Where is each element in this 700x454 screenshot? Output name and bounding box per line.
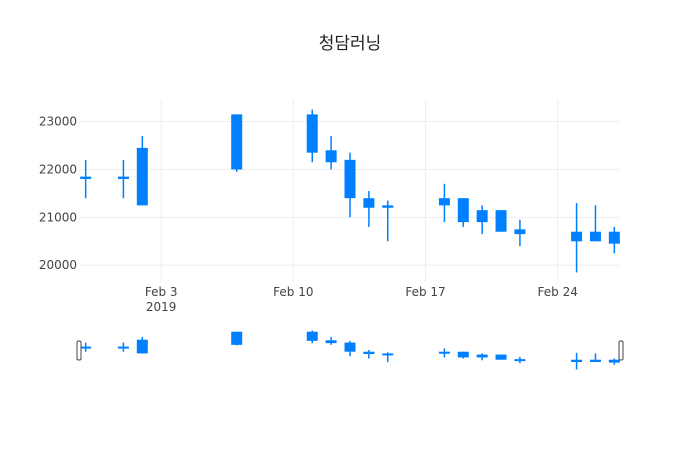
x-tick-sublabel: 2019	[146, 300, 177, 314]
slider-candle-body	[80, 346, 92, 349]
slider-candle-body	[344, 342, 356, 352]
slider-candle-body	[136, 339, 148, 354]
slider-candle-body	[382, 353, 394, 356]
candle-body	[306, 114, 318, 153]
candle-body	[495, 210, 507, 232]
slider-candle-body	[117, 346, 129, 349]
y-tick-label: 21000	[39, 210, 77, 224]
candle-body	[117, 176, 129, 180]
slider-candle-body	[231, 331, 243, 345]
candle-body	[325, 150, 337, 163]
slider-candle-body	[438, 351, 450, 354]
candle-body	[363, 198, 375, 208]
chart-title: 청담러닝	[319, 34, 382, 54]
slider-candle-body	[571, 359, 583, 362]
candle-body	[344, 159, 356, 199]
candle-body	[80, 176, 92, 180]
range-slider[interactable]	[76, 330, 624, 370]
slider-candle-body	[589, 359, 601, 362]
y-tick-label: 20000	[39, 258, 77, 272]
x-tick-label: Feb 3	[145, 285, 178, 299]
y-tick-label: 23000	[39, 115, 77, 129]
y-tick-label: 22000	[39, 162, 77, 176]
candle-body	[514, 229, 526, 235]
slider-candle-body	[608, 359, 620, 363]
candle-body	[438, 198, 450, 206]
x-tick-label: Feb 10	[273, 285, 313, 299]
candle-body	[457, 198, 469, 223]
range-slider-right-handle[interactable]	[618, 340, 624, 361]
candle-body	[608, 231, 620, 244]
candle-body	[136, 147, 148, 206]
x-tick-label: Feb 17	[405, 285, 445, 299]
slider-candle-body	[514, 359, 526, 362]
candle-body	[589, 231, 601, 242]
slider-candle-body	[325, 340, 337, 344]
candle-body	[231, 114, 243, 170]
range-slider-left-handle[interactable]	[76, 340, 82, 361]
x-tick-label: Feb 24	[538, 285, 578, 299]
candle-body	[476, 210, 488, 223]
y-axis-ticks: 20000 21000 22000 23000	[39, 115, 77, 273]
slider-candle-body	[495, 354, 507, 360]
slider-candle-body	[306, 331, 318, 341]
slider-candle-body	[363, 351, 375, 354]
candle-body	[382, 205, 394, 208]
slider-candle-body	[476, 354, 488, 358]
slider-candle-body	[457, 351, 469, 358]
candle-body	[571, 231, 583, 242]
candlestick-series	[80, 109, 620, 273]
